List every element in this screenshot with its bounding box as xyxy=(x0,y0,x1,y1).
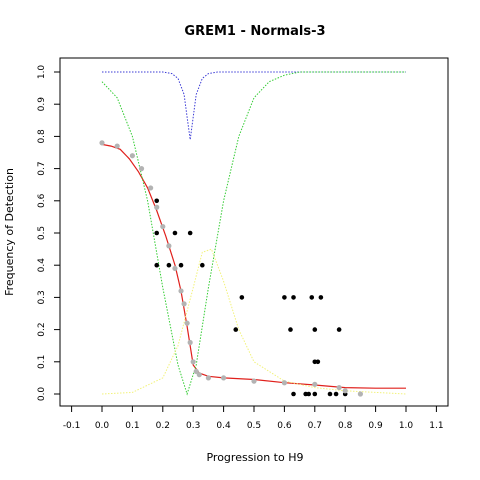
data-point xyxy=(318,295,324,300)
chart-title: GREM1 - Normals-3 xyxy=(184,24,325,39)
smoothed-point xyxy=(205,375,211,381)
data-point xyxy=(288,327,293,332)
points-layer xyxy=(99,140,363,397)
data-point xyxy=(154,198,160,204)
smoothed-point xyxy=(166,243,172,249)
smoothed-point xyxy=(196,372,202,378)
data-point xyxy=(312,391,318,397)
y-tick-label: 0.2 xyxy=(37,322,47,336)
smoothed-point xyxy=(160,223,166,230)
smoothed-point xyxy=(148,185,154,191)
y-tick-label: 0.0 xyxy=(37,387,47,402)
y-axis-label: Frequency of Detection xyxy=(3,168,16,296)
x-tick-label: 0.6 xyxy=(277,421,292,431)
x-axis: -0.1 0.0 0.1 0.2 0.3 0.4 0.5 0.6 0.7 0.8 0.9 1.0 1.1 xyxy=(63,406,444,431)
data-point xyxy=(291,295,296,300)
x-tick-label: 1.0 xyxy=(399,421,414,431)
smoothed-point xyxy=(187,339,193,346)
data-point xyxy=(336,327,342,332)
data-point xyxy=(291,391,296,397)
data-point xyxy=(282,295,287,300)
y-tick-label: 0.3 xyxy=(37,290,47,304)
series-line-2 xyxy=(101,143,406,389)
series-line-3 xyxy=(102,71,406,140)
smoothed-point xyxy=(114,143,120,149)
data-point xyxy=(178,262,184,268)
y-tick-label: 1.0 xyxy=(37,65,47,80)
smoothed-point xyxy=(181,301,187,307)
y-tick-label: 0.9 xyxy=(37,97,47,112)
x-axis-label: Progression to H9 xyxy=(206,451,303,464)
data-point xyxy=(154,262,160,268)
curves-layer xyxy=(101,71,407,396)
x-tick-label: 0.4 xyxy=(216,421,231,431)
smoothed-point xyxy=(281,380,287,386)
y-tick-label: 0.5 xyxy=(37,226,47,240)
y-axis: 0.0 0.1 0.2 0.3 0.4 0.5 0.6 0.7 0.8 0.9 1.0 xyxy=(37,65,60,402)
plot-frame xyxy=(59,57,449,407)
smoothed-point xyxy=(172,265,178,272)
x-tick-label: 0.8 xyxy=(338,421,353,431)
data-point xyxy=(327,391,333,397)
smoothed-point xyxy=(342,388,348,394)
y-tick-label: 0.8 xyxy=(37,129,47,144)
smoothed-point xyxy=(184,320,190,326)
smoothed-point xyxy=(190,359,196,365)
smoothed-point xyxy=(312,381,318,387)
y-tick-label: 0.1 xyxy=(37,355,47,369)
x-tick-label: 0.9 xyxy=(368,421,383,431)
x-tick-label: 0.2 xyxy=(156,421,170,431)
x-tick-label: -0.1 xyxy=(63,421,81,431)
data-point xyxy=(166,262,172,268)
smoothed-point xyxy=(336,384,342,391)
smoothed-point xyxy=(357,391,363,397)
data-point xyxy=(309,295,315,300)
y-tick-label: 0.7 xyxy=(37,161,47,175)
series-line-5 xyxy=(101,248,407,395)
smoothed-point xyxy=(221,375,227,381)
y-tick-label: 0.6 xyxy=(37,193,47,208)
data-point xyxy=(154,230,160,236)
data-point xyxy=(333,391,339,397)
data-point xyxy=(187,230,193,236)
data-point xyxy=(312,327,318,332)
data-point xyxy=(172,230,178,236)
x-tick-label: 0.7 xyxy=(308,421,322,431)
x-tick-label: 0.5 xyxy=(247,421,261,431)
x-tick-label: 0.3 xyxy=(186,421,200,431)
x-tick-label: 0.1 xyxy=(125,421,139,431)
data-point xyxy=(200,262,205,268)
data-point xyxy=(233,327,239,332)
data-point xyxy=(315,359,321,365)
smoothed-point xyxy=(99,140,105,146)
smoothed-point xyxy=(251,378,257,384)
y-tick-label: 0.4 xyxy=(37,258,47,273)
smoothed-point xyxy=(154,204,160,210)
smoothed-point xyxy=(129,153,135,159)
smoothed-point xyxy=(178,288,184,294)
series-line-4 xyxy=(101,71,406,396)
x-tick-label: 1.1 xyxy=(429,421,443,431)
smoothed-point xyxy=(138,166,145,172)
data-point xyxy=(306,391,312,397)
x-tick-label: 0.0 xyxy=(95,421,110,431)
data-point xyxy=(239,295,245,300)
